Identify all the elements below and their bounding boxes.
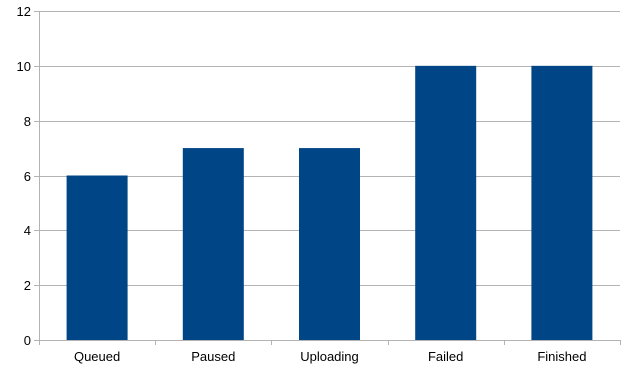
bars	[66, 65, 593, 340]
y-tick-label: 2	[24, 278, 31, 293]
y-tick-label: 8	[24, 114, 31, 129]
y-tick-label: 6	[24, 169, 31, 184]
bar-paused	[182, 148, 244, 340]
bar-finished	[531, 65, 593, 340]
y-tick-label: 4	[24, 223, 31, 238]
axes	[34, 11, 621, 345]
x-tick-label: Finished	[537, 349, 586, 364]
bar-queued	[66, 175, 128, 340]
y-tick-label: 12	[17, 4, 31, 19]
y-tick-label: 10	[17, 59, 31, 74]
bar-failed	[415, 65, 477, 340]
x-tick-label: Queued	[74, 349, 120, 364]
y-tick-label: 0	[24, 333, 31, 348]
x-tick-label: Uploading	[300, 349, 359, 364]
bar-uploading	[299, 148, 360, 340]
tick-labels: 0 2 4 6 8 10 12 Queued Paused Uploading Failed Fini…	[17, 4, 587, 364]
x-tick-label: Paused	[191, 349, 235, 364]
x-tick-label: Failed	[428, 349, 463, 364]
